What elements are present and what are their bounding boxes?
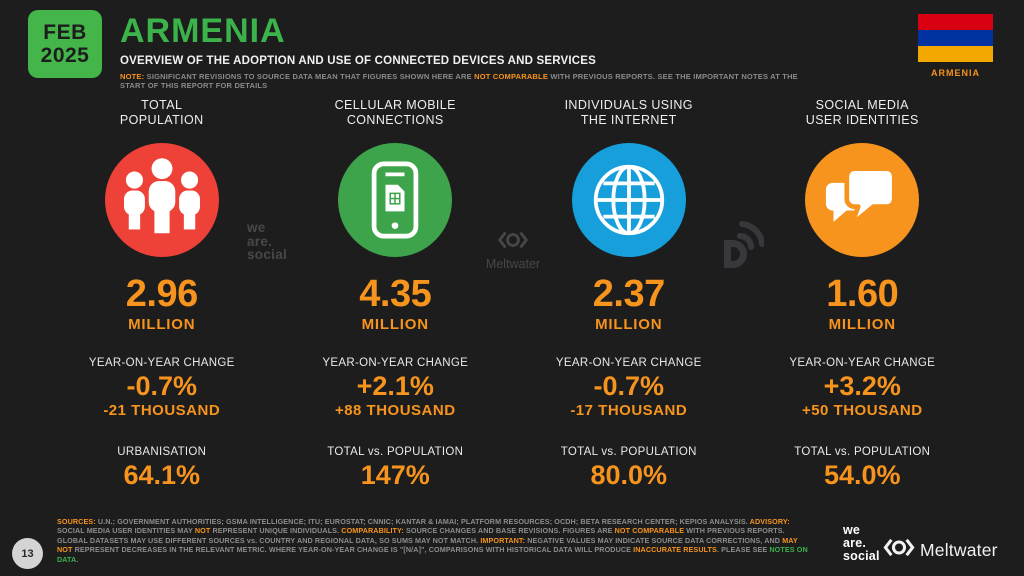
meltwater-watermark: Meltwater [476,230,550,271]
flag-stripe-blue [918,30,993,46]
secondary-metric-label: TOTAL vs. POPULATION [327,446,464,458]
stat-label: TOTAL POPULATION [119,98,204,127]
change-label: YEAR-ON-YEAR CHANGE [789,357,936,369]
flag-stripe-orange [918,46,993,62]
change-percent: -0.7% [126,371,198,401]
sources-text: SOURCES: U.N.; GOVERNMENT AUTHORITIES; G… [57,517,808,564]
stat-value: 2.96 [125,273,198,315]
mobile-phone-icon [338,143,453,257]
stat-unit: MILLION [361,316,429,333]
stat-column-mobile: CELLULAR MOBILE CONNECTIONS 4.35 MILLION… [279,98,513,490]
header: ARMENIA OVERVIEW OF THE ADOPTION AND USE… [120,12,800,90]
secondary-metric-value: 147% [360,460,430,490]
change-absolute: +50 THOUSAND [801,402,923,419]
armenia-flag [918,14,993,62]
secondary-metric-value: 80.0% [590,460,668,490]
stats-row: TOTAL POPULATION 2.96 MILLION YEAR-ON-YE… [45,98,979,490]
change-percent: -0.7% [593,371,665,401]
change-label: YEAR-ON-YEAR CHANGE [88,357,235,369]
meltwater-eye-icon [496,231,530,254]
change-absolute: -17 THOUSAND [570,402,688,419]
stat-unit: MILLION [828,316,896,333]
stat-label: SOCIAL MEDIA USER IDENTITIES [805,98,919,127]
secondary-metric-label: TOTAL vs. POPULATION [794,446,931,458]
change-label: YEAR-ON-YEAR CHANGE [555,357,702,369]
people-icon [104,143,219,257]
we-are-social-logo: we are. social [843,523,880,563]
country-flag-block: ARMENIA [918,14,993,78]
secondary-metric-label: TOTAL vs. POPULATION [560,446,697,458]
page-subtitle: OVERVIEW OF THE ADOPTION AND USE OF CONN… [120,55,597,67]
stat-unit: MILLION [595,316,663,333]
stat-value: 4.35 [359,273,432,315]
note-text: NOTE: SIGNIFICANT REVISIONS TO SOURCE DA… [120,72,798,90]
stat-unit: MILLION [128,316,196,333]
change-absolute: -21 THOUSAND [103,402,221,419]
stat-value: 1.60 [826,273,899,315]
meltwater-eye-icon [882,537,916,563]
stat-column-internet: INDIVIDUALS USING THE INTERNET 2.37 MILL… [512,98,746,490]
stat-label: CELLULAR MOBILE CONNECTIONS [334,98,456,127]
page-number-badge: 13 [12,538,43,569]
flag-stripe-red [918,14,993,30]
we-are-social-watermark: we are. social [247,220,288,262]
secondary-metric-value: 54.0% [823,460,901,490]
chat-bubbles-icon [805,143,920,257]
stat-value: 2.37 [592,273,665,315]
meltwater-logo: Meltwater [882,537,998,563]
secondary-metric-label: URBANISATION [117,446,207,458]
date-month: FEB [43,20,87,44]
date-badge: FEB 2025 [28,10,102,78]
page-title: ARMENIA [120,12,286,50]
stat-column-population: TOTAL POPULATION 2.96 MILLION YEAR-ON-YE… [45,98,279,490]
stat-label: INDIVIDUALS USING THE INTERNET [564,98,693,127]
change-percent: +3.2% [823,371,901,401]
date-year: 2025 [40,44,90,67]
change-absolute: +88 THOUSAND [334,402,456,419]
d-signal-icon [712,219,765,276]
change-label: YEAR-ON-YEAR CHANGE [322,357,469,369]
secondary-metric-value: 64.1% [123,460,201,490]
flag-label: ARMENIA [931,68,980,78]
change-percent: +2.1% [356,371,434,401]
globe-icon [571,143,686,257]
stat-column-social: SOCIAL MEDIA USER IDENTITIES 1.60 MILLIO… [746,98,980,490]
